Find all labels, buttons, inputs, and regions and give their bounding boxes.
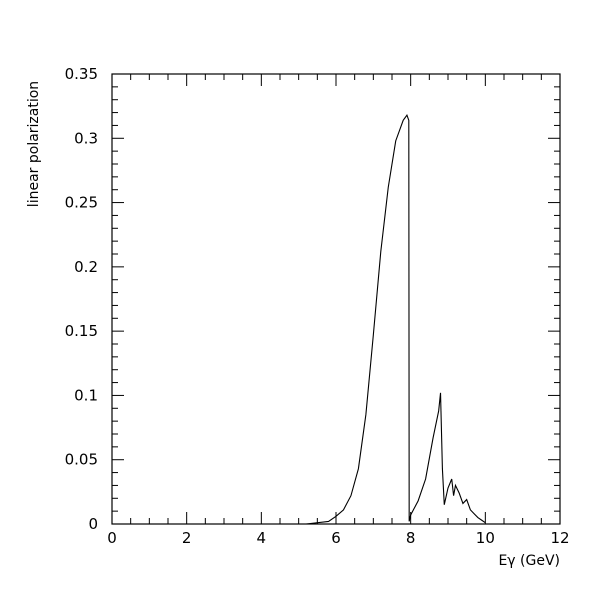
x-tick-label: 12 — [550, 529, 569, 547]
x-tick-label: 8 — [406, 529, 416, 547]
y-tick-label: 0 — [88, 515, 98, 533]
polarization-curve — [306, 113, 486, 525]
plot-frame — [111, 73, 561, 525]
x-tick-label: 0 — [107, 529, 117, 547]
y-axis-label: linear polarization — [26, 81, 42, 207]
tick-marks — [111, 73, 561, 525]
x-tick-label: 4 — [257, 529, 267, 547]
y-tick-label: 0.35 — [65, 65, 98, 83]
x-tick-labels: 0 2 4 6 8 10 12 — [107, 529, 569, 547]
y-tick-label: 0.1 — [74, 386, 98, 404]
y-tick-label: 0.15 — [65, 322, 98, 340]
y-tick-label: 0.25 — [65, 194, 98, 212]
x-tick-label: 10 — [476, 529, 495, 547]
x-tick-label: 6 — [331, 529, 341, 547]
y-tick-label: 0.3 — [74, 129, 98, 147]
x-tick-label: 2 — [182, 529, 192, 547]
y-tick-label: 0.2 — [74, 258, 98, 276]
y-tick-labels: 0 0.05 0.1 0.15 0.2 0.25 0.3 0.35 — [65, 65, 98, 533]
y-tick-label: 0.05 — [65, 451, 98, 469]
x-axis-label: Eγ (GeV) — [498, 553, 560, 569]
